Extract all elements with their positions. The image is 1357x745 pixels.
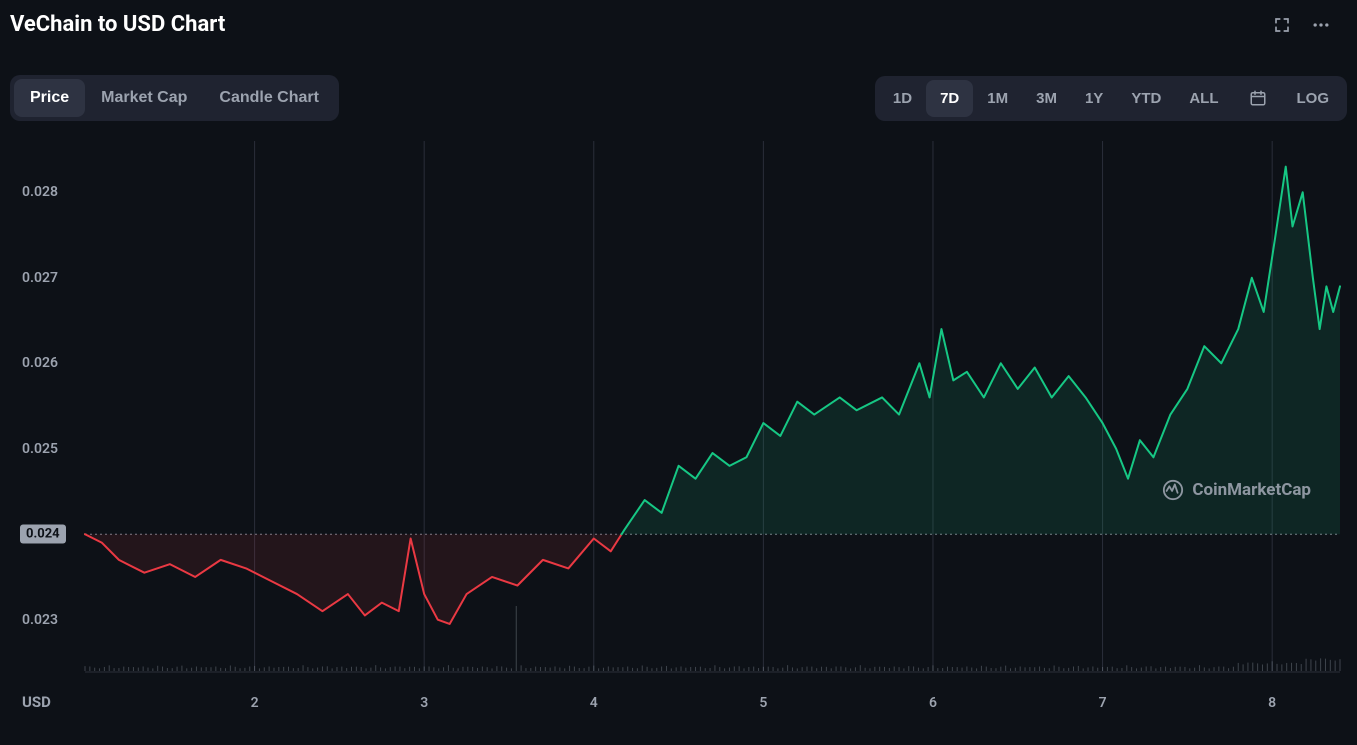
x-tick-label: 3 [420, 695, 428, 711]
tab-price[interactable]: Price [14, 79, 85, 117]
baseline-price-badge: 0.024 [20, 525, 66, 544]
range-1m[interactable]: 1M [973, 80, 1022, 117]
x-tick-label: 7 [1099, 695, 1107, 711]
range-ytd[interactable]: YTD [1117, 80, 1175, 117]
price-chart: CoinMarketCap 0.023 0.025 0.026 0.027 0.028 0… [10, 131, 1347, 711]
watermark: CoinMarketCap [1162, 479, 1311, 501]
tab-market-cap[interactable]: Market Cap [85, 79, 203, 117]
range-1d[interactable]: 1D [879, 80, 926, 117]
fullscreen-icon[interactable] [1273, 16, 1291, 34]
more-icon[interactable] [1311, 15, 1331, 35]
chart-type-tabs: PriceMarket CapCandle Chart [10, 75, 339, 121]
y-tick-label: 0.028 [22, 184, 58, 200]
x-tick-label: 6 [929, 695, 937, 711]
x-tick-label: 2 [251, 695, 259, 711]
x-tick-label: 4 [590, 695, 598, 711]
calendar-icon[interactable] [1237, 81, 1279, 115]
page-title: VeChain to USD Chart [10, 12, 225, 37]
y-tick-label: 0.025 [22, 441, 58, 457]
x-tick-label: 5 [759, 695, 767, 711]
tab-candle-chart[interactable]: Candle Chart [203, 79, 335, 117]
currency-label: USD [22, 693, 51, 711]
y-tick-label: 0.026 [22, 355, 58, 371]
y-tick-label: 0.023 [22, 612, 58, 628]
y-tick-label: 0.027 [22, 270, 58, 286]
x-tick-label: 8 [1268, 695, 1276, 711]
watermark-text: CoinMarketCap [1192, 480, 1311, 500]
range-3m[interactable]: 3M [1022, 80, 1071, 117]
range-1y[interactable]: 1Y [1071, 80, 1117, 117]
scale-log-button[interactable]: LOG [1283, 80, 1344, 117]
range-7d[interactable]: 7D [926, 80, 973, 117]
range-all[interactable]: ALL [1175, 80, 1232, 117]
time-range-tabs: 1D7D1M3M1YYTDALL LOG [875, 76, 1347, 121]
